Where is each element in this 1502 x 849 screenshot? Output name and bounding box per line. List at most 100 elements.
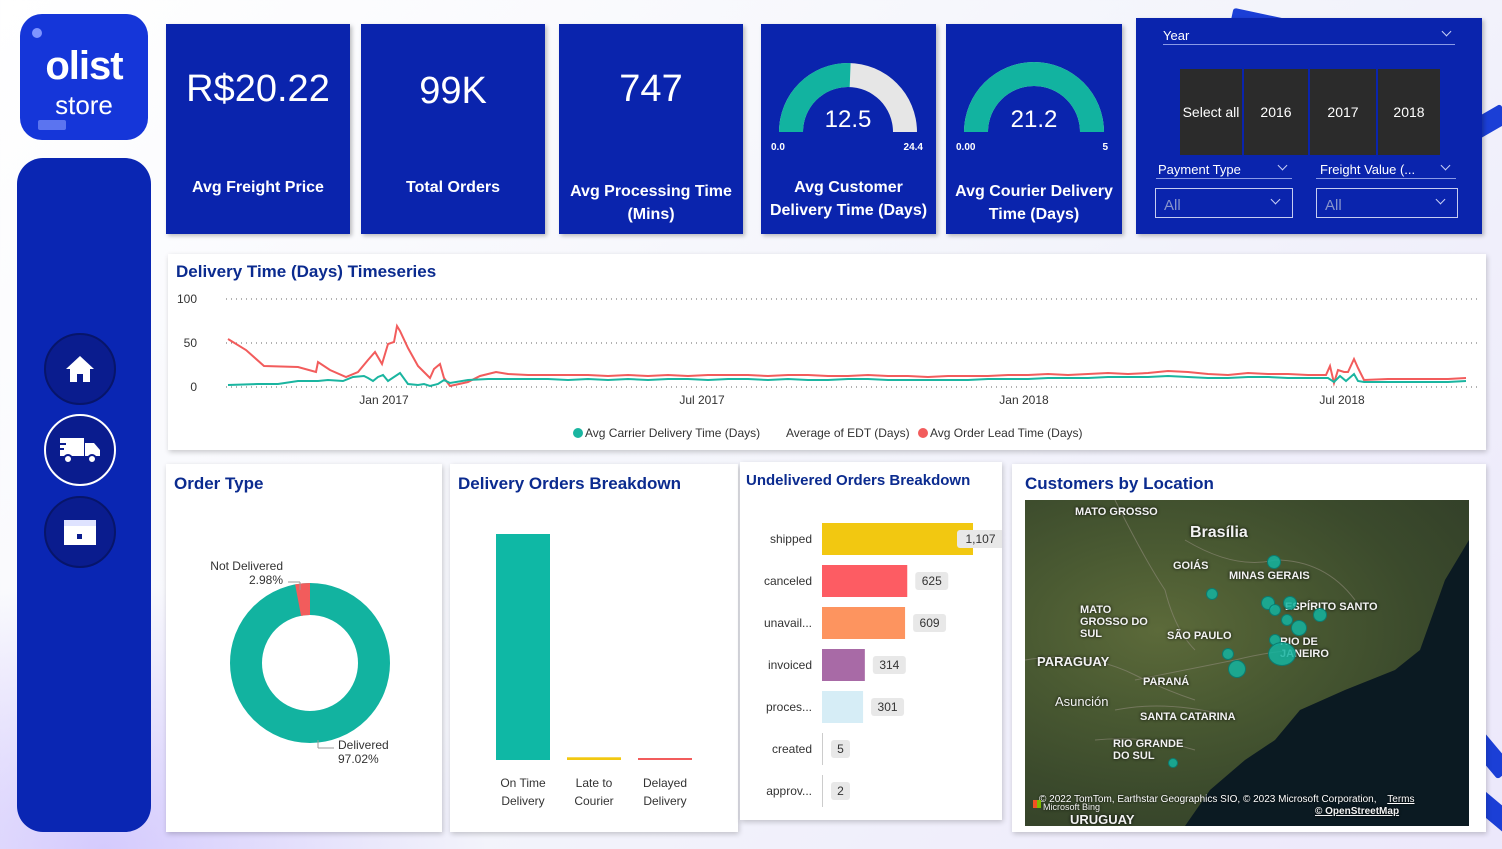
bar-label: Late to xyxy=(576,776,613,790)
kpi-card-avg-customer-delivery-time: 12.5 0.0 24.4 Avg Customer Delivery Time… xyxy=(761,24,936,234)
undelivered-bar[interactable] xyxy=(822,775,823,807)
logo-text-store: store xyxy=(55,90,113,120)
map-bubble[interactable] xyxy=(1283,596,1297,610)
bar-label: Delayed xyxy=(643,776,687,790)
map-bubble[interactable] xyxy=(1228,660,1246,678)
chevron-down-icon xyxy=(1270,194,1281,205)
kpi-card-total-orders: 99K Total Orders xyxy=(361,24,545,234)
chevron-down-icon[interactable] xyxy=(1277,160,1288,171)
gauge-max: 5 xyxy=(1102,142,1108,153)
map-bubble[interactable] xyxy=(1269,604,1281,616)
undelivered-bar[interactable] xyxy=(822,691,864,723)
map-label: PARANÁ xyxy=(1143,676,1190,688)
pct-not-delivered: 2.98% xyxy=(249,573,283,587)
undelivered-bar[interactable] xyxy=(822,607,906,639)
timeseries-panel: Delivery Time (Days) Timeseries 100 50 0… xyxy=(168,254,1486,450)
terms-link[interactable]: Terms xyxy=(1387,794,1415,805)
map-bubble[interactable] xyxy=(1267,555,1281,569)
year-option-2018[interactable]: 2018 xyxy=(1378,69,1440,155)
map-bubble[interactable] xyxy=(1313,608,1327,622)
map-label: URUGUAY xyxy=(1070,812,1135,826)
nav-home-button[interactable] xyxy=(44,333,116,405)
bing-label: Microsoft Bing xyxy=(1043,802,1101,812)
bar-category-label: shipped xyxy=(770,532,812,546)
data-label-background xyxy=(872,656,906,674)
map-label: SÃO PAULO xyxy=(1167,630,1232,642)
chevron-down-icon[interactable] xyxy=(1440,160,1451,171)
openstreetmap-link[interactable]: © OpenStreetMap xyxy=(1315,806,1400,817)
y-tick: 0 xyxy=(190,380,197,394)
gauge-max: 24.4 xyxy=(904,142,924,153)
map-bubble[interactable] xyxy=(1168,758,1178,768)
nav-delivery-button[interactable] xyxy=(44,414,116,486)
microsoft-logo-icon xyxy=(1033,800,1041,808)
delivery-bar[interactable] xyxy=(638,758,692,760)
map-label: RIO GRANDE DO SUL xyxy=(1113,738,1184,762)
bar-category-label: proces... xyxy=(766,700,812,714)
map-bubble[interactable] xyxy=(1222,648,1234,660)
freight-value-title: Freight Value (... xyxy=(1320,162,1416,177)
data-label: 2 xyxy=(837,784,844,798)
series-lead-time-line xyxy=(227,323,1467,388)
filter-panel: Year Select all 2016 2017 2018 Payment T… xyxy=(1136,18,1482,234)
payment-type-dropdown[interactable]: All xyxy=(1155,188,1293,218)
bar-label: Courier xyxy=(574,794,613,808)
undelivered-bar[interactable] xyxy=(822,649,865,681)
chevron-down-icon xyxy=(1435,194,1446,205)
map-label: SANTA CATARINA xyxy=(1140,711,1236,723)
bar-category-label: canceled xyxy=(764,574,812,588)
map-bubble[interactable] xyxy=(1206,588,1218,600)
donut-slice-delivered xyxy=(230,583,390,743)
data-label: 1,107 xyxy=(965,532,995,546)
payment-type-title: Payment Type xyxy=(1158,162,1241,177)
map-bubble[interactable] xyxy=(1291,620,1307,636)
home-icon xyxy=(66,356,94,382)
kpi-card-avg-courier-delivery-time: 21.2 0.00 5 Avg Courier Delivery Time (D… xyxy=(946,24,1122,234)
bar-label: On Time xyxy=(500,776,546,790)
undelivered-bar[interactable] xyxy=(822,733,823,765)
kpi-label: Total Orders xyxy=(406,179,500,196)
delivery-breakdown-title: Delivery Orders Breakdown xyxy=(458,474,681,493)
undelivered-breakdown-panel: Undelivered Orders Breakdown shipped 1,10… xyxy=(740,462,1002,820)
data-label: 625 xyxy=(922,574,942,588)
legend-marker-lead xyxy=(918,428,928,438)
delivery-bar[interactable] xyxy=(496,534,550,760)
map-bubble[interactable] xyxy=(1281,614,1293,626)
kpi-value: 747 xyxy=(619,68,683,110)
bar-category-label: created xyxy=(772,742,812,756)
data-label-background xyxy=(871,698,905,716)
legend-marker-carrier xyxy=(573,428,583,438)
year-option-2017[interactable]: 2017 xyxy=(1310,69,1376,155)
year-option-select-all[interactable]: Select all xyxy=(1180,69,1242,155)
x-tick: Jul 2017 xyxy=(679,393,725,407)
gauge-min: 0.0 xyxy=(771,142,785,153)
year-option-2016[interactable]: 2016 xyxy=(1244,69,1308,155)
delivery-breakdown-chart: On Time Delivery Late to Courier Delayed… xyxy=(496,534,692,808)
map-label: MATO GROSSO xyxy=(1075,506,1158,518)
label-not-delivered: Not Delivered xyxy=(210,559,283,573)
map-bubble[interactable] xyxy=(1268,642,1296,666)
undelivered-bar-chart: shipped 1,107 canceled 625 unavail... 609 invo… xyxy=(764,523,1002,807)
pct-delivered: 97.02% xyxy=(338,752,379,766)
year-slicer-title: Year xyxy=(1163,28,1190,43)
data-label: 301 xyxy=(878,700,898,714)
nav-orders-button[interactable] xyxy=(44,496,116,568)
map-label: PARAGUAY xyxy=(1037,654,1110,669)
undelivered-bar[interactable] xyxy=(822,565,908,597)
map-label: Asunción xyxy=(1055,694,1109,709)
order-type-panel: Order Type Not Delivered 2.98% Delivered… xyxy=(166,464,442,832)
data-label-background xyxy=(957,530,1002,548)
customers-map[interactable]: MATO GROSSO Brasília GOIÁS MINAS GERAIS … xyxy=(1025,500,1469,826)
freight-value-dropdown[interactable]: All xyxy=(1316,188,1458,218)
box-icon xyxy=(64,520,96,545)
sidebar xyxy=(17,158,151,832)
kpi-value: R$20.22 xyxy=(186,68,330,110)
series-carrier-time-line xyxy=(227,371,1467,388)
chevron-down-icon[interactable] xyxy=(1441,26,1452,37)
bar-label: Delivery xyxy=(643,794,686,808)
map-label: GOIÁS xyxy=(1173,560,1209,572)
delivery-bar[interactable] xyxy=(567,757,621,760)
undelivered-bar[interactable] xyxy=(822,523,973,555)
legend-label: Avg Carrier Delivery Time (Days) xyxy=(585,426,760,440)
undelivered-breakdown-title: Undelivered Orders Breakdown xyxy=(746,472,971,489)
